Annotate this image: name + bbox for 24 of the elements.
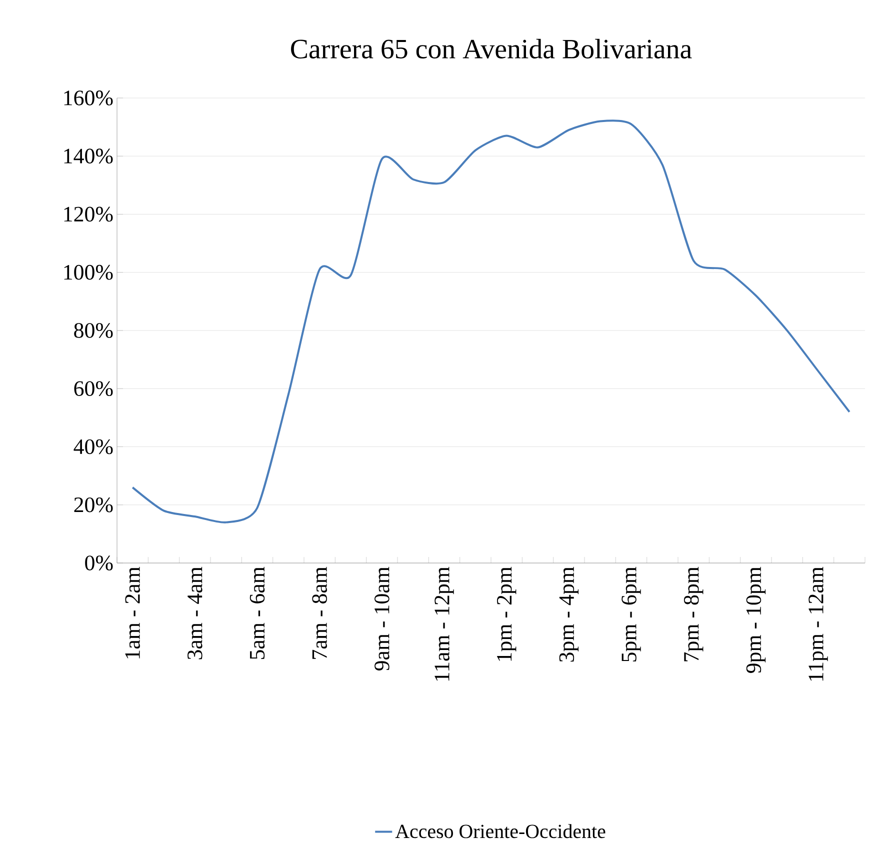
y-tick-label: 120%	[64, 206, 113, 222]
x-tick-label: 3am - 4am	[188, 566, 202, 660]
y-tick-label: 80%	[74, 323, 113, 338]
y-tick-label: 60%	[74, 381, 113, 396]
x-tick-label: 5pm - 6pm	[622, 566, 641, 662]
y-tick-label: 140%	[64, 148, 113, 164]
x-tick-label: 11pm - 12am	[808, 566, 828, 681]
line-series	[132, 120, 850, 524]
y-tick-label: 20%	[74, 497, 113, 512]
x-tick-label: 7am - 8am	[312, 566, 327, 659]
x-tick-label: 7pm - 8pm	[684, 566, 704, 662]
y-tick-label: 0%	[85, 556, 113, 570]
y-tick-label: 160%	[64, 90, 113, 106]
chart-title: Carrera 65 con Avenida Bolivariana	[291, 38, 692, 58]
x-tick-label: 11am - 12pm	[434, 566, 454, 681]
x-tick-label: 3pm - 4pm	[559, 566, 579, 662]
x-tick-label: 1am - 2am	[125, 566, 140, 658]
x-tick-label: 9am - 10am	[374, 566, 390, 671]
y-tick-label: 100%	[64, 264, 113, 280]
y-tick-label: 40%	[74, 439, 113, 454]
x-tick-label: 5am - 6am	[250, 566, 265, 659]
legend-label: Acceso Oriente-Occidente	[395, 824, 606, 838]
x-tick-label: 9pm - 10pm	[746, 566, 766, 673]
x-tick-label: 1pm - 2pm	[496, 566, 516, 661]
